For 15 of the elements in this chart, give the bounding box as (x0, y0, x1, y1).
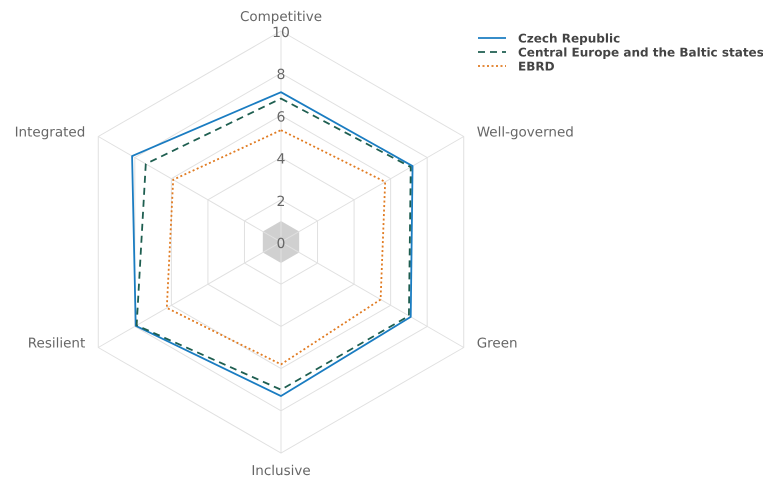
legend-label: Central Europe and the Baltic states (518, 46, 763, 60)
spoke-label: Green (476, 336, 518, 352)
spoke-label: Inclusive (251, 463, 311, 479)
y-tick-label: 0 (276, 236, 286, 252)
y-tick-label: 4 (276, 152, 286, 168)
y-tick-label: 2 (276, 194, 286, 210)
legend-label: Czech Republic (518, 32, 620, 46)
y-tick-label: 8 (276, 67, 286, 84)
spoke-label: Integrated (14, 124, 86, 140)
spoke-label: Well-governed (476, 124, 574, 140)
legend-label: EBRD (518, 60, 555, 74)
spoke-label: Competitive (240, 9, 322, 25)
y-tick-label: 10 (272, 25, 290, 41)
spoke-label: Resilient (28, 336, 86, 352)
y-tick-label: 6 (276, 109, 286, 126)
